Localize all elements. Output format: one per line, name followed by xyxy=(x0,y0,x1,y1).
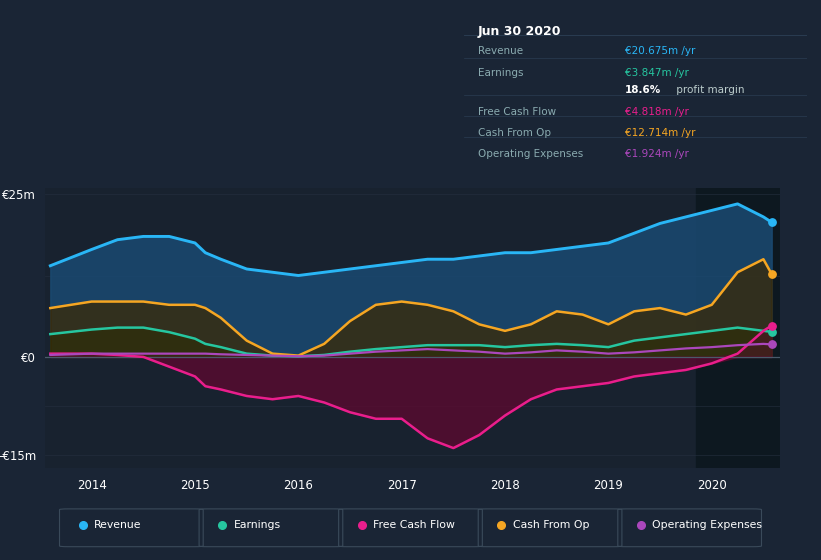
Text: €4.818m /yr: €4.818m /yr xyxy=(625,107,689,117)
Point xyxy=(765,269,778,278)
Text: profit margin: profit margin xyxy=(673,85,745,95)
Point xyxy=(765,340,778,349)
Bar xyxy=(696,188,821,468)
Text: Jun 30 2020: Jun 30 2020 xyxy=(478,25,561,38)
Text: Operating Expenses: Operating Expenses xyxy=(478,149,583,159)
Text: Cash From Op: Cash From Op xyxy=(513,520,589,530)
Text: Earnings: Earnings xyxy=(233,520,281,530)
Text: Free Cash Flow: Free Cash Flow xyxy=(373,520,455,530)
Text: €3.847m /yr: €3.847m /yr xyxy=(625,68,689,78)
Point xyxy=(765,218,778,227)
Text: Operating Expenses: Operating Expenses xyxy=(653,520,762,530)
Text: €12.714m /yr: €12.714m /yr xyxy=(625,128,695,138)
Text: €20.675m /yr: €20.675m /yr xyxy=(625,45,695,55)
Point xyxy=(765,328,778,337)
Text: Cash From Op: Cash From Op xyxy=(478,128,551,138)
Text: 18.6%: 18.6% xyxy=(625,85,662,95)
Point xyxy=(765,321,778,330)
Text: Earnings: Earnings xyxy=(478,68,523,78)
Text: Revenue: Revenue xyxy=(94,520,141,530)
Text: €1.924m /yr: €1.924m /yr xyxy=(625,149,689,159)
Text: Free Cash Flow: Free Cash Flow xyxy=(478,107,556,117)
Text: Revenue: Revenue xyxy=(478,45,523,55)
